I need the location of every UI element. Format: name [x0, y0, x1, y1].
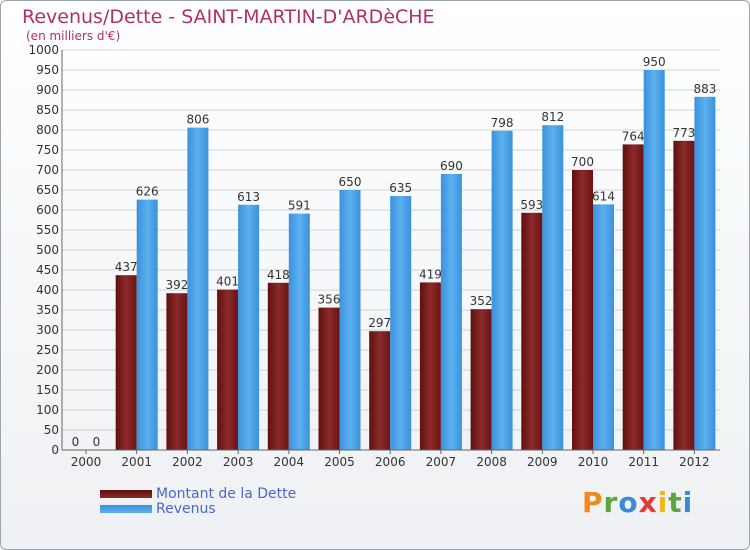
data-label-revenue: 591 — [288, 199, 311, 213]
bar-revenue — [643, 70, 665, 450]
bar-debt — [217, 289, 239, 450]
y-tick-label: 700 — [36, 163, 59, 177]
y-tick-label: 50 — [44, 423, 59, 437]
bar-revenue — [187, 127, 209, 450]
y-tick-label: 0 — [51, 443, 59, 457]
bar-revenue — [593, 204, 614, 450]
data-label-revenue: 0 — [93, 435, 101, 449]
data-label-revenue: 950 — [643, 55, 666, 69]
y-tick-label: 800 — [36, 123, 59, 137]
bar-revenue — [238, 204, 260, 450]
bar-revenue — [339, 190, 361, 450]
y-tick-label: 350 — [36, 303, 59, 317]
y-tick-label: 200 — [36, 363, 59, 377]
data-label-debt: 700 — [571, 155, 594, 169]
data-label-debt: 418 — [267, 268, 290, 282]
data-label-debt: 437 — [115, 260, 138, 274]
bar-revenue — [288, 213, 310, 450]
y-tick-label: 850 — [36, 103, 59, 117]
y-tick-label: 900 — [36, 83, 59, 97]
bar-revenue — [694, 96, 716, 451]
legend: Montant de la Dette Revenus — [100, 485, 297, 517]
x-tick-label: 2002 — [172, 455, 203, 469]
bar-revenue — [491, 130, 513, 451]
data-label-debt: 401 — [216, 275, 239, 289]
data-label-debt: 0 — [72, 435, 80, 449]
data-label-debt: 392 — [165, 278, 188, 292]
bar-debt — [622, 144, 644, 450]
y-tick-label: 100 — [36, 403, 59, 417]
x-tick-label: 2001 — [121, 455, 152, 469]
bar-revenue — [136, 199, 158, 450]
bar-debt — [470, 309, 492, 450]
data-label-revenue: 614 — [592, 189, 615, 203]
data-label-debt: 297 — [368, 316, 391, 330]
x-tick-label: 2006 — [375, 455, 406, 469]
x-tick-label: 2009 — [527, 455, 558, 469]
data-label-revenue: 798 — [491, 116, 514, 130]
x-tick-label: 2008 — [476, 455, 507, 469]
x-tick-label: 2011 — [628, 455, 659, 469]
data-label-revenue: 806 — [186, 113, 209, 127]
y-tick-label: 600 — [36, 203, 59, 217]
legend-swatch-debt — [100, 489, 152, 498]
bar-revenue — [542, 125, 564, 450]
data-label-revenue: 883 — [693, 82, 716, 96]
bar-debt — [267, 282, 289, 450]
bar-debt — [521, 212, 543, 450]
y-tick-label: 750 — [36, 143, 59, 157]
y-tick-label: 950 — [36, 63, 59, 77]
bar-debt — [318, 307, 340, 450]
data-label-revenue: 650 — [339, 175, 362, 189]
y-tick-label: 250 — [36, 343, 59, 357]
chart-subtitle: (en milliers d'€) — [26, 29, 121, 43]
y-tick-label: 1000 — [28, 43, 59, 57]
legend-item-debt: Montant de la Dette — [100, 485, 297, 502]
data-label-debt: 352 — [470, 294, 493, 308]
y-tick-label: 400 — [36, 283, 59, 297]
bar-debt — [419, 282, 441, 450]
y-tick-label: 450 — [36, 263, 59, 277]
data-label-debt: 773 — [672, 126, 695, 140]
x-tick-label: 2007 — [426, 455, 457, 469]
y-tick-label: 650 — [36, 183, 59, 197]
legend-swatch-revenue — [100, 504, 152, 513]
data-label-debt: 419 — [419, 267, 442, 281]
bar-debt — [369, 331, 391, 450]
bar-debt — [673, 140, 695, 451]
legend-label-debt: Montant de la Dette — [156, 485, 297, 502]
y-tick-label: 300 — [36, 323, 59, 337]
proxiti-logo: Proxiti — [582, 486, 694, 519]
y-tick-label: 150 — [36, 383, 59, 397]
bar-debt — [572, 170, 593, 450]
data-label-revenue: 690 — [440, 159, 463, 173]
bar-revenue — [390, 196, 412, 450]
data-label-revenue: 613 — [237, 190, 260, 204]
x-tick-label: 2010 — [578, 455, 609, 469]
x-tick-label: 2012 — [679, 455, 710, 469]
data-label-revenue: 626 — [136, 185, 159, 199]
bar-debt — [115, 275, 137, 450]
x-tick-label: 2003 — [223, 455, 254, 469]
data-label-debt: 593 — [520, 198, 543, 212]
y-tick-label: 500 — [36, 243, 59, 257]
data-label-revenue: 635 — [389, 181, 412, 195]
x-tick-label: 2004 — [274, 455, 305, 469]
legend-item-revenue: Revenus — [100, 500, 296, 517]
data-label-debt: 764 — [622, 129, 645, 143]
x-tick-label: 2000 — [71, 455, 102, 469]
data-label-revenue: 812 — [541, 110, 564, 124]
chart-title: Revenus/Dette - SAINT-MARTIN-D'ARDèCHE — [22, 6, 435, 28]
data-label-debt: 356 — [318, 293, 341, 307]
bar-debt — [166, 293, 188, 450]
y-tick-label: 550 — [36, 223, 59, 237]
bar-revenue — [440, 174, 462, 450]
x-tick-label: 2005 — [324, 455, 355, 469]
legend-label-revenue: Revenus — [156, 500, 216, 517]
